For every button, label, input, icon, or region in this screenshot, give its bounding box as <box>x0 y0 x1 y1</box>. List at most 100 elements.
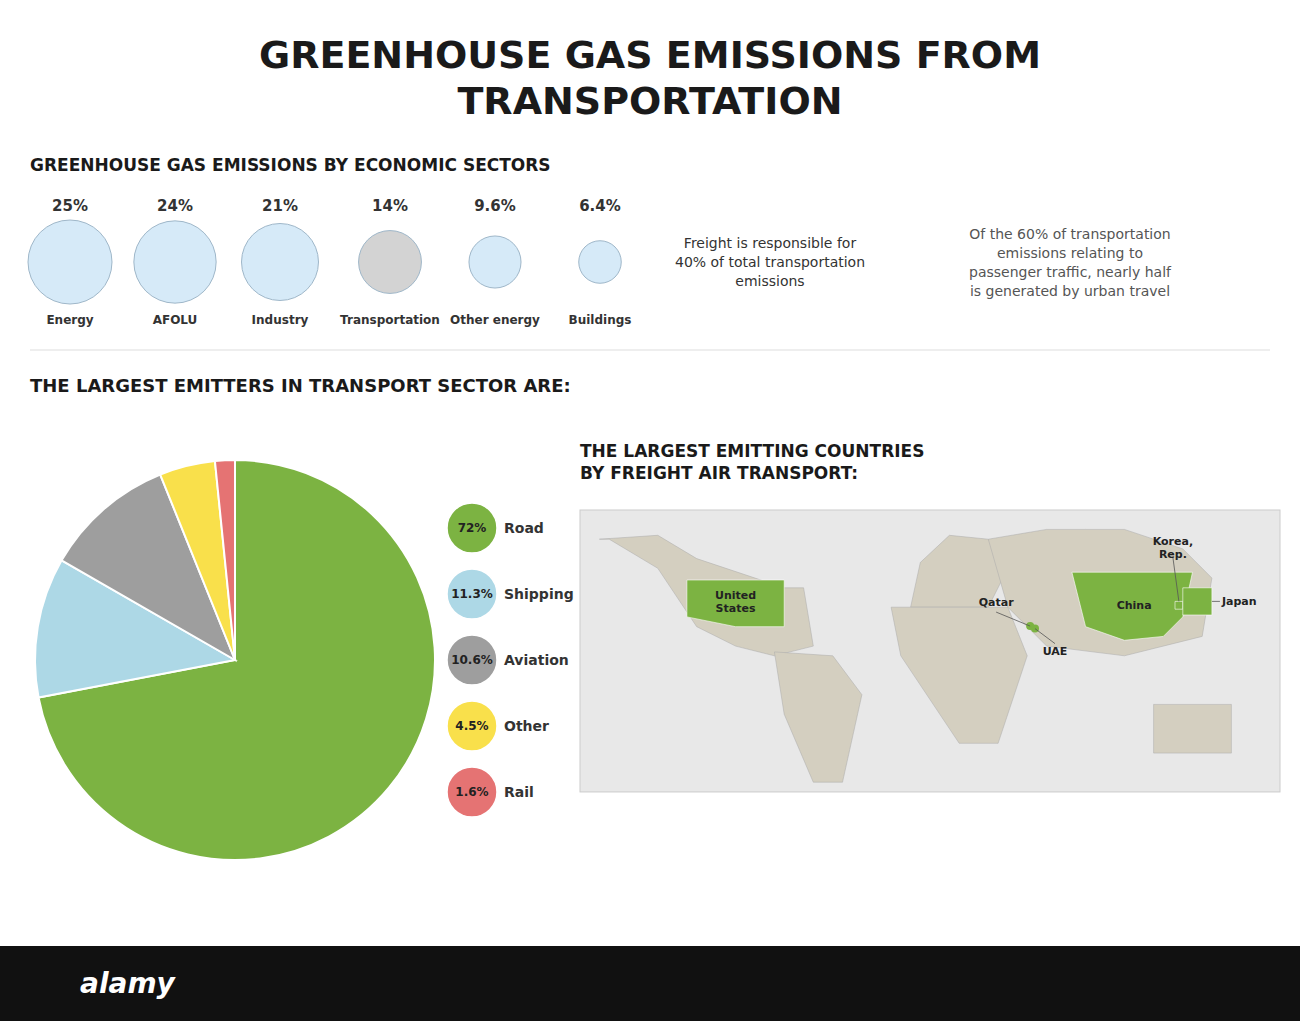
text-line: alamy <box>80 967 177 1000</box>
continent <box>891 607 1027 743</box>
text-line: 72% <box>458 521 487 535</box>
label-bubble <box>447 569 497 619</box>
label-bubble <box>447 767 497 817</box>
category-label: AFOLU <box>153 313 198 327</box>
country-label: Japan <box>1221 595 1257 608</box>
text-line: 1.6% <box>455 785 488 799</box>
text-line: States <box>716 601 756 614</box>
text-line: Shipping <box>504 586 574 602</box>
sector-circle <box>134 221 216 303</box>
country-label: UAE <box>1043 644 1068 657</box>
text-line: Road <box>504 520 544 536</box>
category-label: Transportation <box>340 313 440 327</box>
text-line: is generated by urban travel <box>970 283 1170 299</box>
text-line: Aviation <box>504 652 569 668</box>
text-line: AFOLU <box>153 313 198 327</box>
text-line: Korea, <box>1153 534 1193 547</box>
text-line: 6.4% <box>579 197 621 215</box>
sector-circle <box>28 220 112 304</box>
category-label: Rail <box>504 784 534 800</box>
text-line: Rep. <box>1159 547 1187 560</box>
country-label: Qatar <box>979 596 1014 609</box>
text-line: Freight is responsible for <box>684 235 857 251</box>
text-line: Qatar <box>979 596 1014 609</box>
text-line: emissions <box>735 273 804 289</box>
infographic: GREENHOUSE GAS EMISSIONS FROMTRANSPORTAT… <box>0 0 1300 1021</box>
text-line: UAE <box>1043 644 1068 657</box>
text-line: Transportation <box>340 313 440 327</box>
category-label: Industry <box>252 313 309 327</box>
text-line: 24% <box>157 197 193 215</box>
text-line: emissions relating to <box>997 245 1143 261</box>
sector-circle <box>579 241 622 284</box>
data-label: 21% <box>262 197 298 215</box>
leader-line <box>996 612 1030 626</box>
text-line: 14% <box>372 197 408 215</box>
text-line: 10.6% <box>451 653 493 667</box>
text-line: 25% <box>52 197 88 215</box>
label-bubble <box>447 701 497 751</box>
text-line: 21% <box>262 197 298 215</box>
continent <box>774 652 862 782</box>
text-line: GREENHOUSE GAS EMISSIONS FROM <box>259 33 1041 77</box>
sector-circle <box>359 231 422 294</box>
text-line: 9.6% <box>474 197 516 215</box>
data-label: 14% <box>372 197 408 215</box>
text-line: THE LARGEST EMITTERS IN TRANSPORT SECTOR… <box>30 375 571 396</box>
category-label: Other energy <box>450 313 540 327</box>
text-line: BY FREIGHT AIR TRANSPORT: <box>580 463 858 483</box>
text-line: Other energy <box>450 313 540 327</box>
text-line: Other <box>504 718 549 734</box>
country-highlight <box>1183 588 1212 615</box>
chart-title: GREENHOUSE GAS EMISSIONS BY ECONOMIC SEC… <box>30 155 551 175</box>
text-line: Rail <box>504 784 534 800</box>
text-line: Energy <box>46 313 93 327</box>
label-bubble <box>447 635 497 685</box>
pie-slice <box>215 460 235 660</box>
category-label: Buildings <box>569 313 632 327</box>
sector-chart: GREENHOUSE GAS EMISSIONS BY ECONOMIC SEC… <box>28 155 631 327</box>
label-bubble <box>447 503 497 553</box>
leader-line <box>1173 557 1179 601</box>
text-line: United <box>715 588 756 601</box>
bottom-bar <box>0 946 1300 1021</box>
continent <box>988 529 1212 655</box>
chart-title: THE LARGEST EMITTING COUNTRIESBY FREIGHT… <box>580 441 924 483</box>
country-highlight <box>1072 572 1193 640</box>
category-label: Other <box>504 718 549 734</box>
watermark: alamy <box>80 967 177 1000</box>
country-label: UnitedStates <box>715 588 756 614</box>
text-line: TRANSPORTATION <box>457 79 842 123</box>
text-line: passenger traffic, nearly half <box>969 264 1172 280</box>
category-label: Aviation <box>504 652 569 668</box>
text-line: Buildings <box>569 313 632 327</box>
page-title: GREENHOUSE GAS EMISSIONS FROMTRANSPORTAT… <box>259 33 1041 123</box>
sector-circle <box>469 236 521 288</box>
country-highlight <box>687 580 784 627</box>
text-line: China <box>1117 599 1152 612</box>
map-background <box>580 510 1280 792</box>
sector-circle <box>242 224 319 301</box>
continent <box>599 535 813 656</box>
data-label: 72% <box>458 521 487 535</box>
text-line: Of the 60% of transportation <box>969 226 1170 242</box>
category-label: Energy <box>46 313 93 327</box>
category-label: Road <box>504 520 544 536</box>
data-label: 1.6% <box>455 785 488 799</box>
data-label: 25% <box>52 197 88 215</box>
annotation: Freight is responsible for40% of total t… <box>675 235 865 289</box>
country-label: Korea,Rep. <box>1153 534 1193 560</box>
chart-title: THE LARGEST EMITTERS IN TRANSPORT SECTOR… <box>30 375 571 396</box>
data-label: 11.3% <box>451 587 493 601</box>
text-line: 11.3% <box>451 587 493 601</box>
data-label: 10.6% <box>451 653 493 667</box>
map-chart: THE LARGEST EMITTING COUNTRIESBY FREIGHT… <box>580 441 1280 792</box>
country-highlight <box>1175 601 1183 609</box>
annotation: Of the 60% of transportation emissions re… <box>969 226 1172 299</box>
data-label: 9.6% <box>474 197 516 215</box>
divider <box>30 350 1270 351</box>
text-line: THE LARGEST EMITTING COUNTRIES <box>580 441 924 461</box>
text-line: GREENHOUSE GAS EMISSIONS BY ECONOMIC SEC… <box>30 155 551 175</box>
text-line: Industry <box>252 313 309 327</box>
category-label: Shipping <box>504 586 574 602</box>
